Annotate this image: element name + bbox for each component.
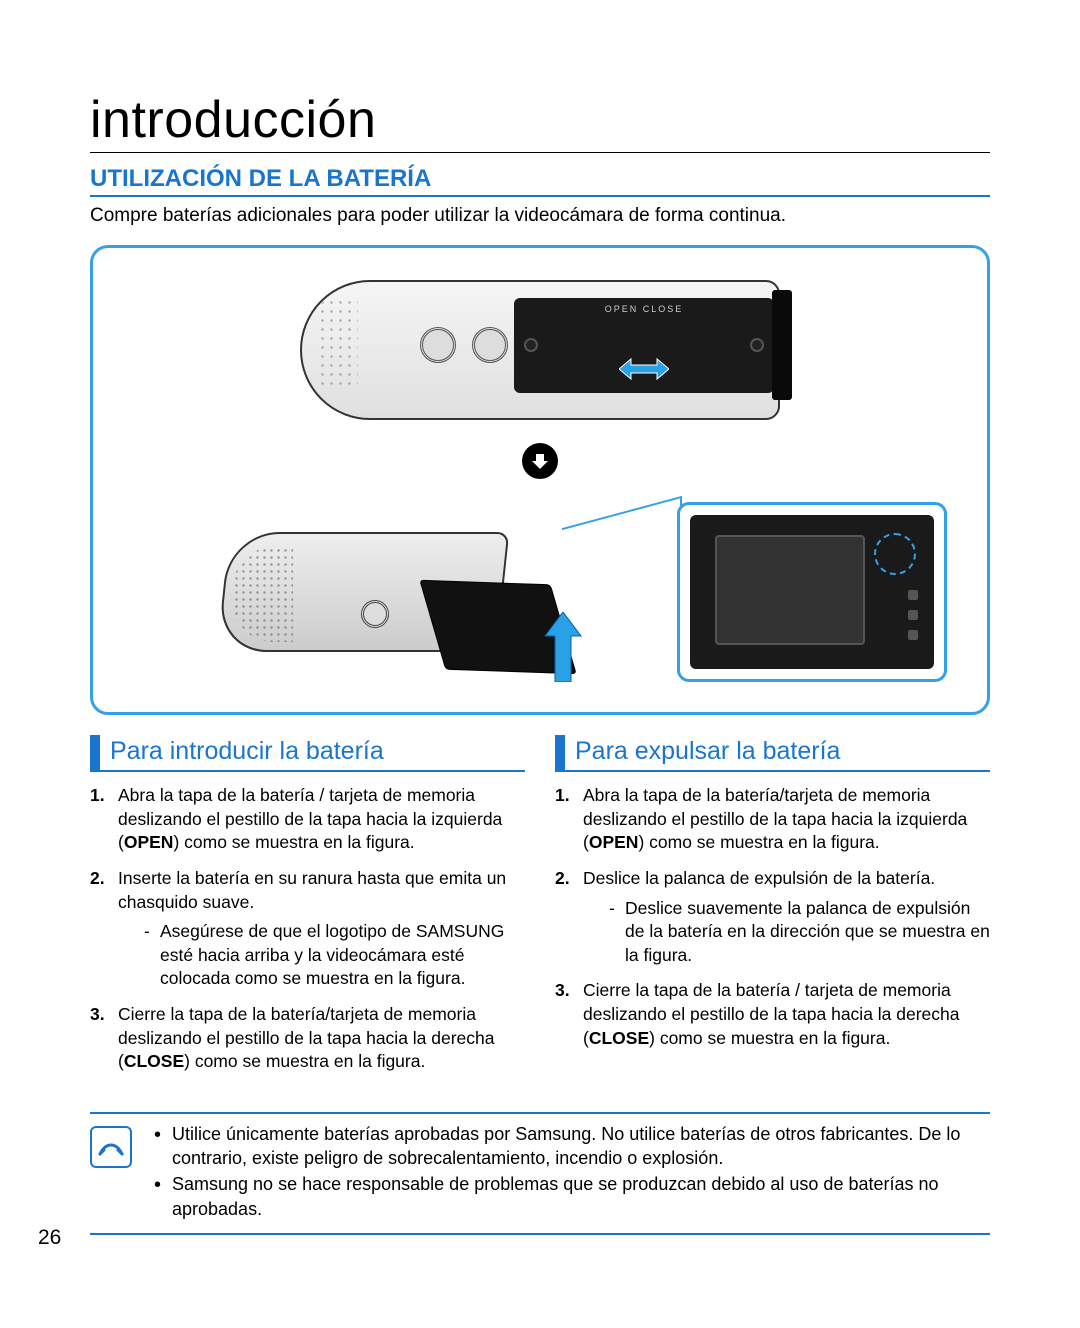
warning-note: Utilice únicamente baterías aprobadas po… xyxy=(90,1112,990,1235)
insert-steps: Abra la tapa de la batería / tarjeta de … xyxy=(90,784,525,1074)
section-title: UTILIZACIÓN DE LA BATERÍA xyxy=(90,165,990,197)
down-arrow-icon xyxy=(522,443,558,479)
insert-heading: Para introducir la batería xyxy=(110,735,384,770)
battery-cover: OPEN CLOSE xyxy=(514,298,774,393)
battery-diagram: OPEN CLOSE xyxy=(90,245,990,715)
list-item: Inserte la batería en su ranura hasta qu… xyxy=(90,867,525,991)
camcorder-perspective-view xyxy=(223,492,583,692)
slide-arrow-icon xyxy=(619,357,669,381)
intro-paragraph: Compre baterías adicionales para poder u… xyxy=(90,205,990,227)
camcorder-top-view: OPEN CLOSE xyxy=(300,270,780,430)
note-item: Utilice únicamente baterías aprobadas po… xyxy=(150,1122,990,1171)
note-item: Samsung no se hace responsable de proble… xyxy=(150,1172,990,1221)
eject-heading: Para expulsar la batería xyxy=(575,735,840,770)
list-item: Abra la tapa de la batería / tarjeta de … xyxy=(90,784,525,855)
open-close-label: OPEN CLOSE xyxy=(605,304,684,314)
list-sub-item: Asegúrese de que el logotipo de SAMSUNG … xyxy=(144,920,525,991)
list-item: Cierre la tapa de la batería/tarjeta de … xyxy=(90,1003,525,1074)
instructions-columns: Para introducir la batería Abra la tapa … xyxy=(90,735,990,1086)
insert-arrow-icon xyxy=(543,612,583,682)
list-sub-item: Deslice suavemente la palanca de expulsi… xyxy=(609,897,990,968)
insert-battery-column: Para introducir la batería Abra la tapa … xyxy=(90,735,525,1086)
eject-battery-column: Para expulsar la batería Abra la tapa de… xyxy=(555,735,990,1086)
list-item: Cierre la tapa de la batería / tarjeta d… xyxy=(555,979,990,1050)
note-list: Utilice únicamente baterías aprobadas po… xyxy=(150,1122,990,1223)
manual-page: introducción UTILIZACIÓN DE LA BATERÍA C… xyxy=(0,0,1080,1328)
page-title: introducción xyxy=(90,90,990,153)
list-item: Deslice la palanca de expulsión de la ba… xyxy=(555,867,990,968)
eject-steps: Abra la tapa de la batería/tarjeta de me… xyxy=(555,784,990,1050)
list-item: Abra la tapa de la batería/tarjeta de me… xyxy=(555,784,990,855)
battery-slot-zoom xyxy=(677,502,947,682)
page-number: 26 xyxy=(38,1226,61,1250)
note-icon xyxy=(90,1126,132,1168)
